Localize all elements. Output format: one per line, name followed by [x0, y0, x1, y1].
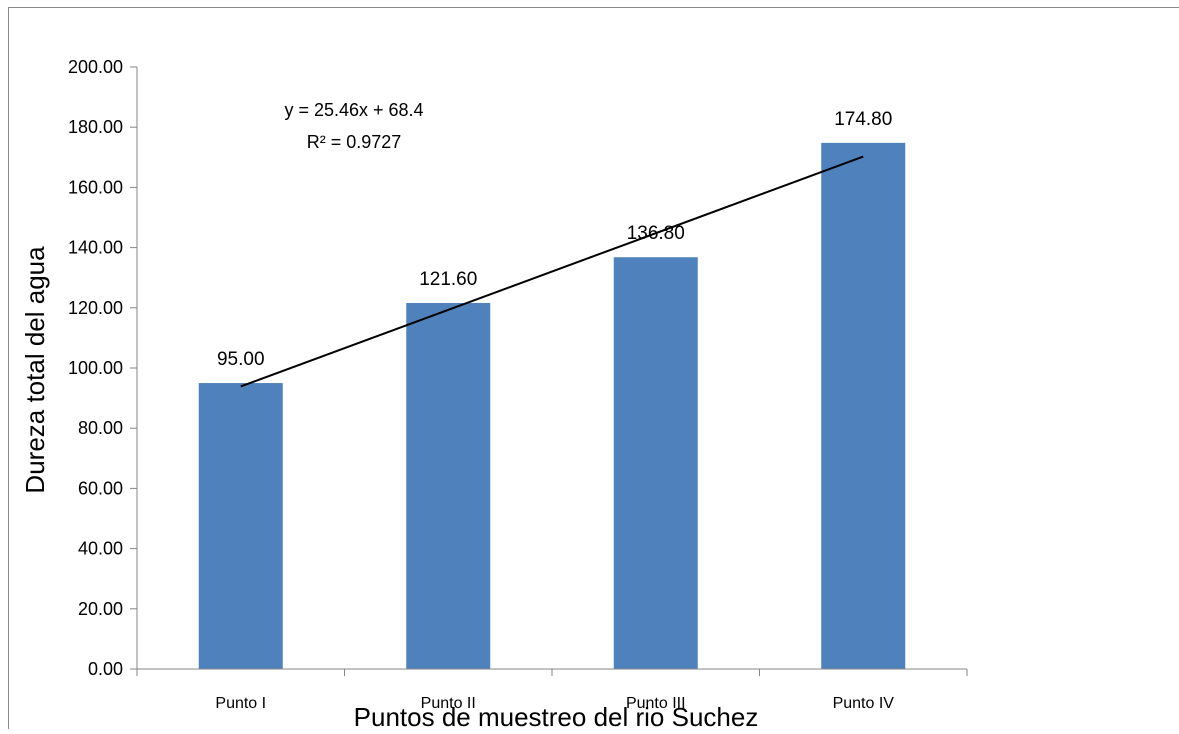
y-tick-label: 0.00	[88, 659, 123, 679]
y-tick-label: 40.00	[78, 539, 123, 559]
trendline-r-squared: R² = 0.9727	[307, 132, 402, 152]
y-tick-label: 180.00	[68, 117, 123, 137]
y-tick-label: 200.00	[68, 57, 123, 77]
x-tick-label: Punto IV	[833, 695, 895, 712]
y-tick-label: 120.00	[68, 298, 123, 318]
y-tick-label: 140.00	[68, 238, 123, 258]
trendline	[241, 157, 864, 387]
bar	[199, 383, 283, 669]
y-tick-label: 160.00	[68, 177, 123, 197]
data-label: 95.00	[217, 349, 265, 370]
trendline-equation: y = 25.46x + 68.4	[284, 100, 423, 120]
bars-layer	[199, 143, 906, 669]
bar	[406, 303, 490, 669]
data-label: 121.60	[419, 269, 477, 290]
y-tick-label: 80.00	[78, 418, 123, 438]
data-label: 174.80	[834, 109, 892, 130]
trendline-layer	[241, 157, 864, 387]
x-axis-title: Puntos de muestreo del rio Suchez	[354, 702, 759, 729]
y-tick-label: 20.00	[78, 599, 123, 619]
chart-border	[9, 8, 1179, 730]
y-tick-label: 60.00	[78, 478, 123, 498]
y-tick-label: 100.00	[68, 358, 123, 378]
bar	[614, 257, 698, 669]
y-axis-title: Dureza total del agua	[20, 246, 50, 494]
x-tick-label: Punto I	[215, 695, 266, 712]
bar	[821, 143, 905, 669]
